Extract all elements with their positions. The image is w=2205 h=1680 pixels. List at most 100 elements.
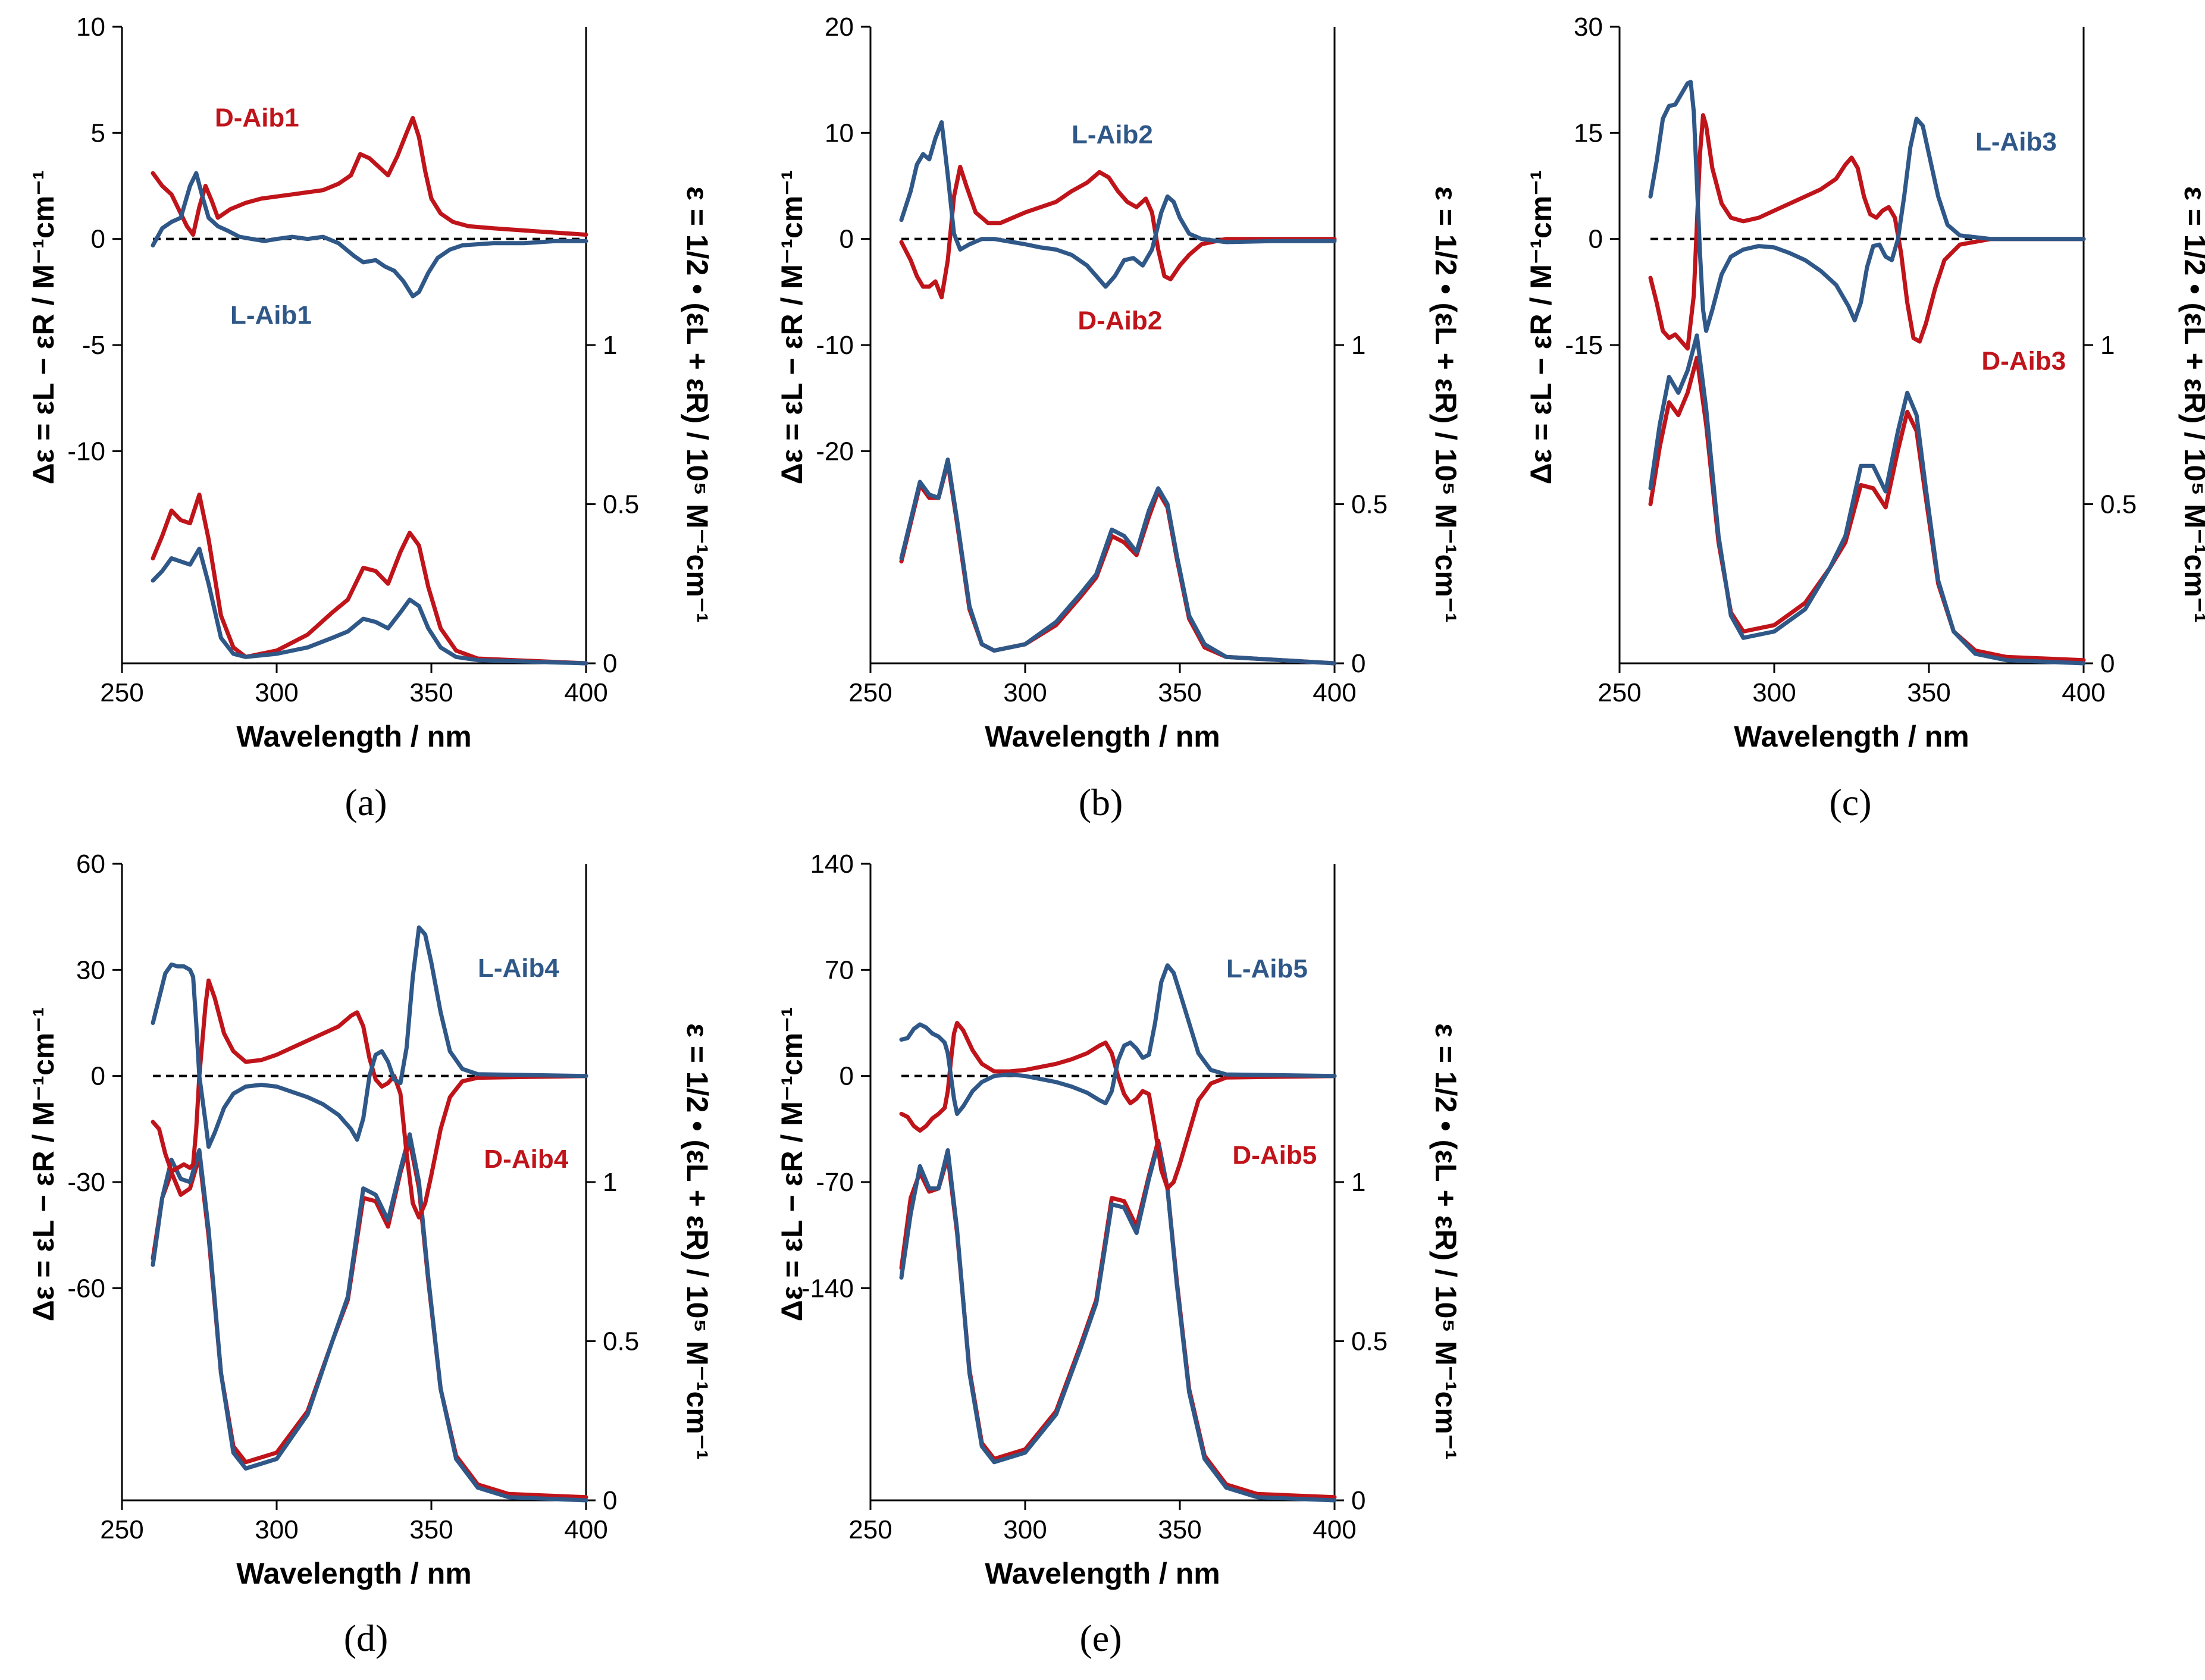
series-label: L-Aib4 — [478, 954, 559, 983]
right-y-axis-title: ε = 1/2 • (εL + εR) / 10⁵ M⁻¹cm⁻¹ — [1429, 186, 1462, 623]
x-tick-label: 250 — [100, 1515, 143, 1544]
left-y-tick-label: -60 — [67, 1274, 105, 1303]
absorbance-line-D — [151, 493, 588, 666]
cd-line-D — [899, 1021, 1337, 1190]
x-tick-label: 350 — [409, 678, 453, 707]
x-tick-label: 350 — [409, 1515, 453, 1544]
panel-label: (e) — [1079, 1617, 1122, 1659]
left-y-tick-label: 140 — [810, 850, 854, 879]
left-y-tick-label: -10 — [67, 437, 105, 466]
right-y-tick-label: 0.5 — [603, 490, 639, 519]
right-y-tick-label: 0.5 — [2100, 490, 2137, 519]
left-y-tick-label: 10 — [825, 118, 854, 148]
left-y-axis-title: Δε = εL − εR / M⁻¹cm⁻¹ — [775, 1007, 809, 1322]
right-y-axis-title: ε = 1/2 • (εL + εR) / 10⁵ M⁻¹cm⁻¹ — [681, 1023, 714, 1460]
left-y-tick-label: 15 — [1574, 118, 1603, 148]
chart-panel-d: 250 300 350 40060300-30-6000.51L-Aib4D-Aib4… — [27, 850, 714, 1659]
left-y-tick-label: 60 — [76, 850, 105, 879]
cd-line-L — [899, 120, 1337, 289]
left-y-tick-label: 30 — [1574, 12, 1603, 42]
x-tick-label: 350 — [1158, 1515, 1201, 1544]
right-y-tick-label: 0 — [1351, 1486, 1365, 1515]
left-y-tick-label: 5 — [91, 118, 105, 148]
left-y-axis-title: Δε = εL − εR / M⁻¹cm⁻¹ — [27, 170, 60, 485]
right-y-axis-title: ε = 1/2 • (εL + εR) / 10⁵ M⁻¹cm⁻¹ — [2178, 186, 2205, 623]
x-tick-label: 300 — [255, 678, 298, 707]
right-y-tick-label: 0 — [2100, 649, 2115, 678]
absorbance-line-L — [1648, 333, 2086, 666]
left-y-tick-label: 20 — [825, 12, 854, 42]
right-y-tick-label: 1 — [1351, 331, 1365, 360]
x-tick-label: 350 — [1158, 678, 1201, 707]
absorbance-line-L — [899, 457, 1337, 666]
right-y-tick-label: 1 — [603, 1168, 617, 1197]
cd-line-D — [151, 115, 588, 237]
left-y-tick-label: 30 — [76, 955, 105, 985]
right-y-axis-title: ε = 1/2 • (εL + εR) / 10⁵ M⁻¹cm⁻¹ — [1429, 1023, 1462, 1460]
chart-panel-b: 250 300 350 400 20 10 0 -10 -20 0 0.5 1 L-Aib2 D-Aib2… — [775, 12, 1462, 823]
right-y-tick-label: 0 — [1351, 649, 1365, 678]
left-y-tick-label: -20 — [816, 437, 854, 466]
left-y-tick-label: 70 — [825, 955, 854, 985]
x-tick-label: 400 — [2062, 678, 2105, 707]
x-tick-label: 350 — [1907, 678, 1950, 707]
right-y-tick-label: 1 — [2100, 331, 2115, 360]
x-tick-label: 400 — [1313, 678, 1356, 707]
left-y-tick-label: 0 — [840, 1062, 854, 1091]
chart-panel-a: 250 300 350 400 10 5 0 -5 -10 0 0.5 1 D-Aib1 L-Aib1 Wa… — [27, 12, 714, 823]
right-y-tick-label: 0 — [603, 1486, 617, 1515]
left-y-tick-label: -70 — [816, 1168, 854, 1197]
right-y-tick-label: 1 — [603, 331, 617, 360]
series-label: D-Aib3 — [1981, 347, 2066, 376]
cd-line-D — [899, 164, 1337, 300]
x-tick-label: 250 — [848, 1515, 892, 1544]
right-y-axis-title: ε = 1/2 • (εL + εR) / 10⁵ M⁻¹cm⁻¹ — [681, 186, 714, 623]
x-tick-label: 400 — [1313, 1515, 1356, 1544]
right-y-tick-label: 0.5 — [603, 1327, 639, 1356]
cd-line-D — [1648, 113, 2086, 351]
cd-line-L — [151, 925, 588, 1149]
series-label: L-Aib3 — [1975, 127, 2057, 156]
chart-panel-e: 250 300 350 400 140 70 0 -70 -140 0 0.5 1 L-Aib5 D-Ai… — [775, 850, 1462, 1659]
left-y-tick-label: 0 — [91, 1062, 105, 1091]
left-y-tick-label: 0 — [91, 225, 105, 254]
series-label: D-Aib1 — [215, 104, 299, 133]
x-tick-label: 400 — [564, 678, 607, 707]
panel-label: (c) — [1829, 781, 1871, 823]
right-y-tick-label: 0 — [603, 649, 617, 678]
absorbance-line-L — [151, 546, 588, 666]
right-y-tick-label: 0.5 — [1351, 1327, 1387, 1356]
chart-panel-c: 250 300 350 400 30 15 0 -15 0 0.5 1 L-Aib3 D-Aib3 Wav… — [1524, 12, 2205, 823]
panel-label: (a) — [344, 781, 387, 823]
x-tick-label: 250 — [100, 678, 143, 707]
series-label: D-Aib5 — [1232, 1140, 1317, 1170]
panel-label: (d) — [344, 1617, 389, 1659]
series-label: L-Aib2 — [1072, 120, 1153, 149]
x-tick-label: 400 — [564, 1515, 607, 1544]
x-tick-label: 300 — [1003, 678, 1047, 707]
x-tick-label: 300 — [1752, 678, 1796, 707]
x-axis-title: Wavelength / nm — [985, 1557, 1220, 1590]
left-y-tick-label: 0 — [840, 225, 854, 254]
x-tick-label: 300 — [1003, 1515, 1047, 1544]
x-tick-label: 250 — [848, 678, 892, 707]
right-y-tick-label: 1 — [1351, 1168, 1365, 1197]
left-y-tick-label: -5 — [82, 331, 105, 360]
x-axis-title: Wavelength / nm — [236, 720, 471, 753]
left-y-axis-title: Δε = εL − εR / M⁻¹cm⁻¹ — [775, 170, 809, 485]
left-y-tick-label: -140 — [801, 1274, 854, 1303]
left-y-tick-label: 10 — [76, 12, 105, 42]
cd-line-L — [1648, 80, 2086, 333]
left-y-tick-label: -30 — [67, 1168, 105, 1197]
panel-label: (b) — [1079, 781, 1123, 823]
absorbance-line-L — [151, 1132, 588, 1503]
left-y-tick-label: -10 — [816, 331, 854, 360]
absorbance-line-L — [899, 1142, 1337, 1503]
cd-line-L — [151, 171, 588, 299]
series-label: D-Aib4 — [484, 1145, 568, 1174]
x-tick-label: 300 — [255, 1515, 298, 1544]
left-y-tick-label: -15 — [1565, 331, 1603, 360]
left-y-tick-label: 0 — [1589, 225, 1603, 254]
left-y-axis-title: Δε = εL − εR / M⁻¹cm⁻¹ — [27, 1007, 60, 1322]
